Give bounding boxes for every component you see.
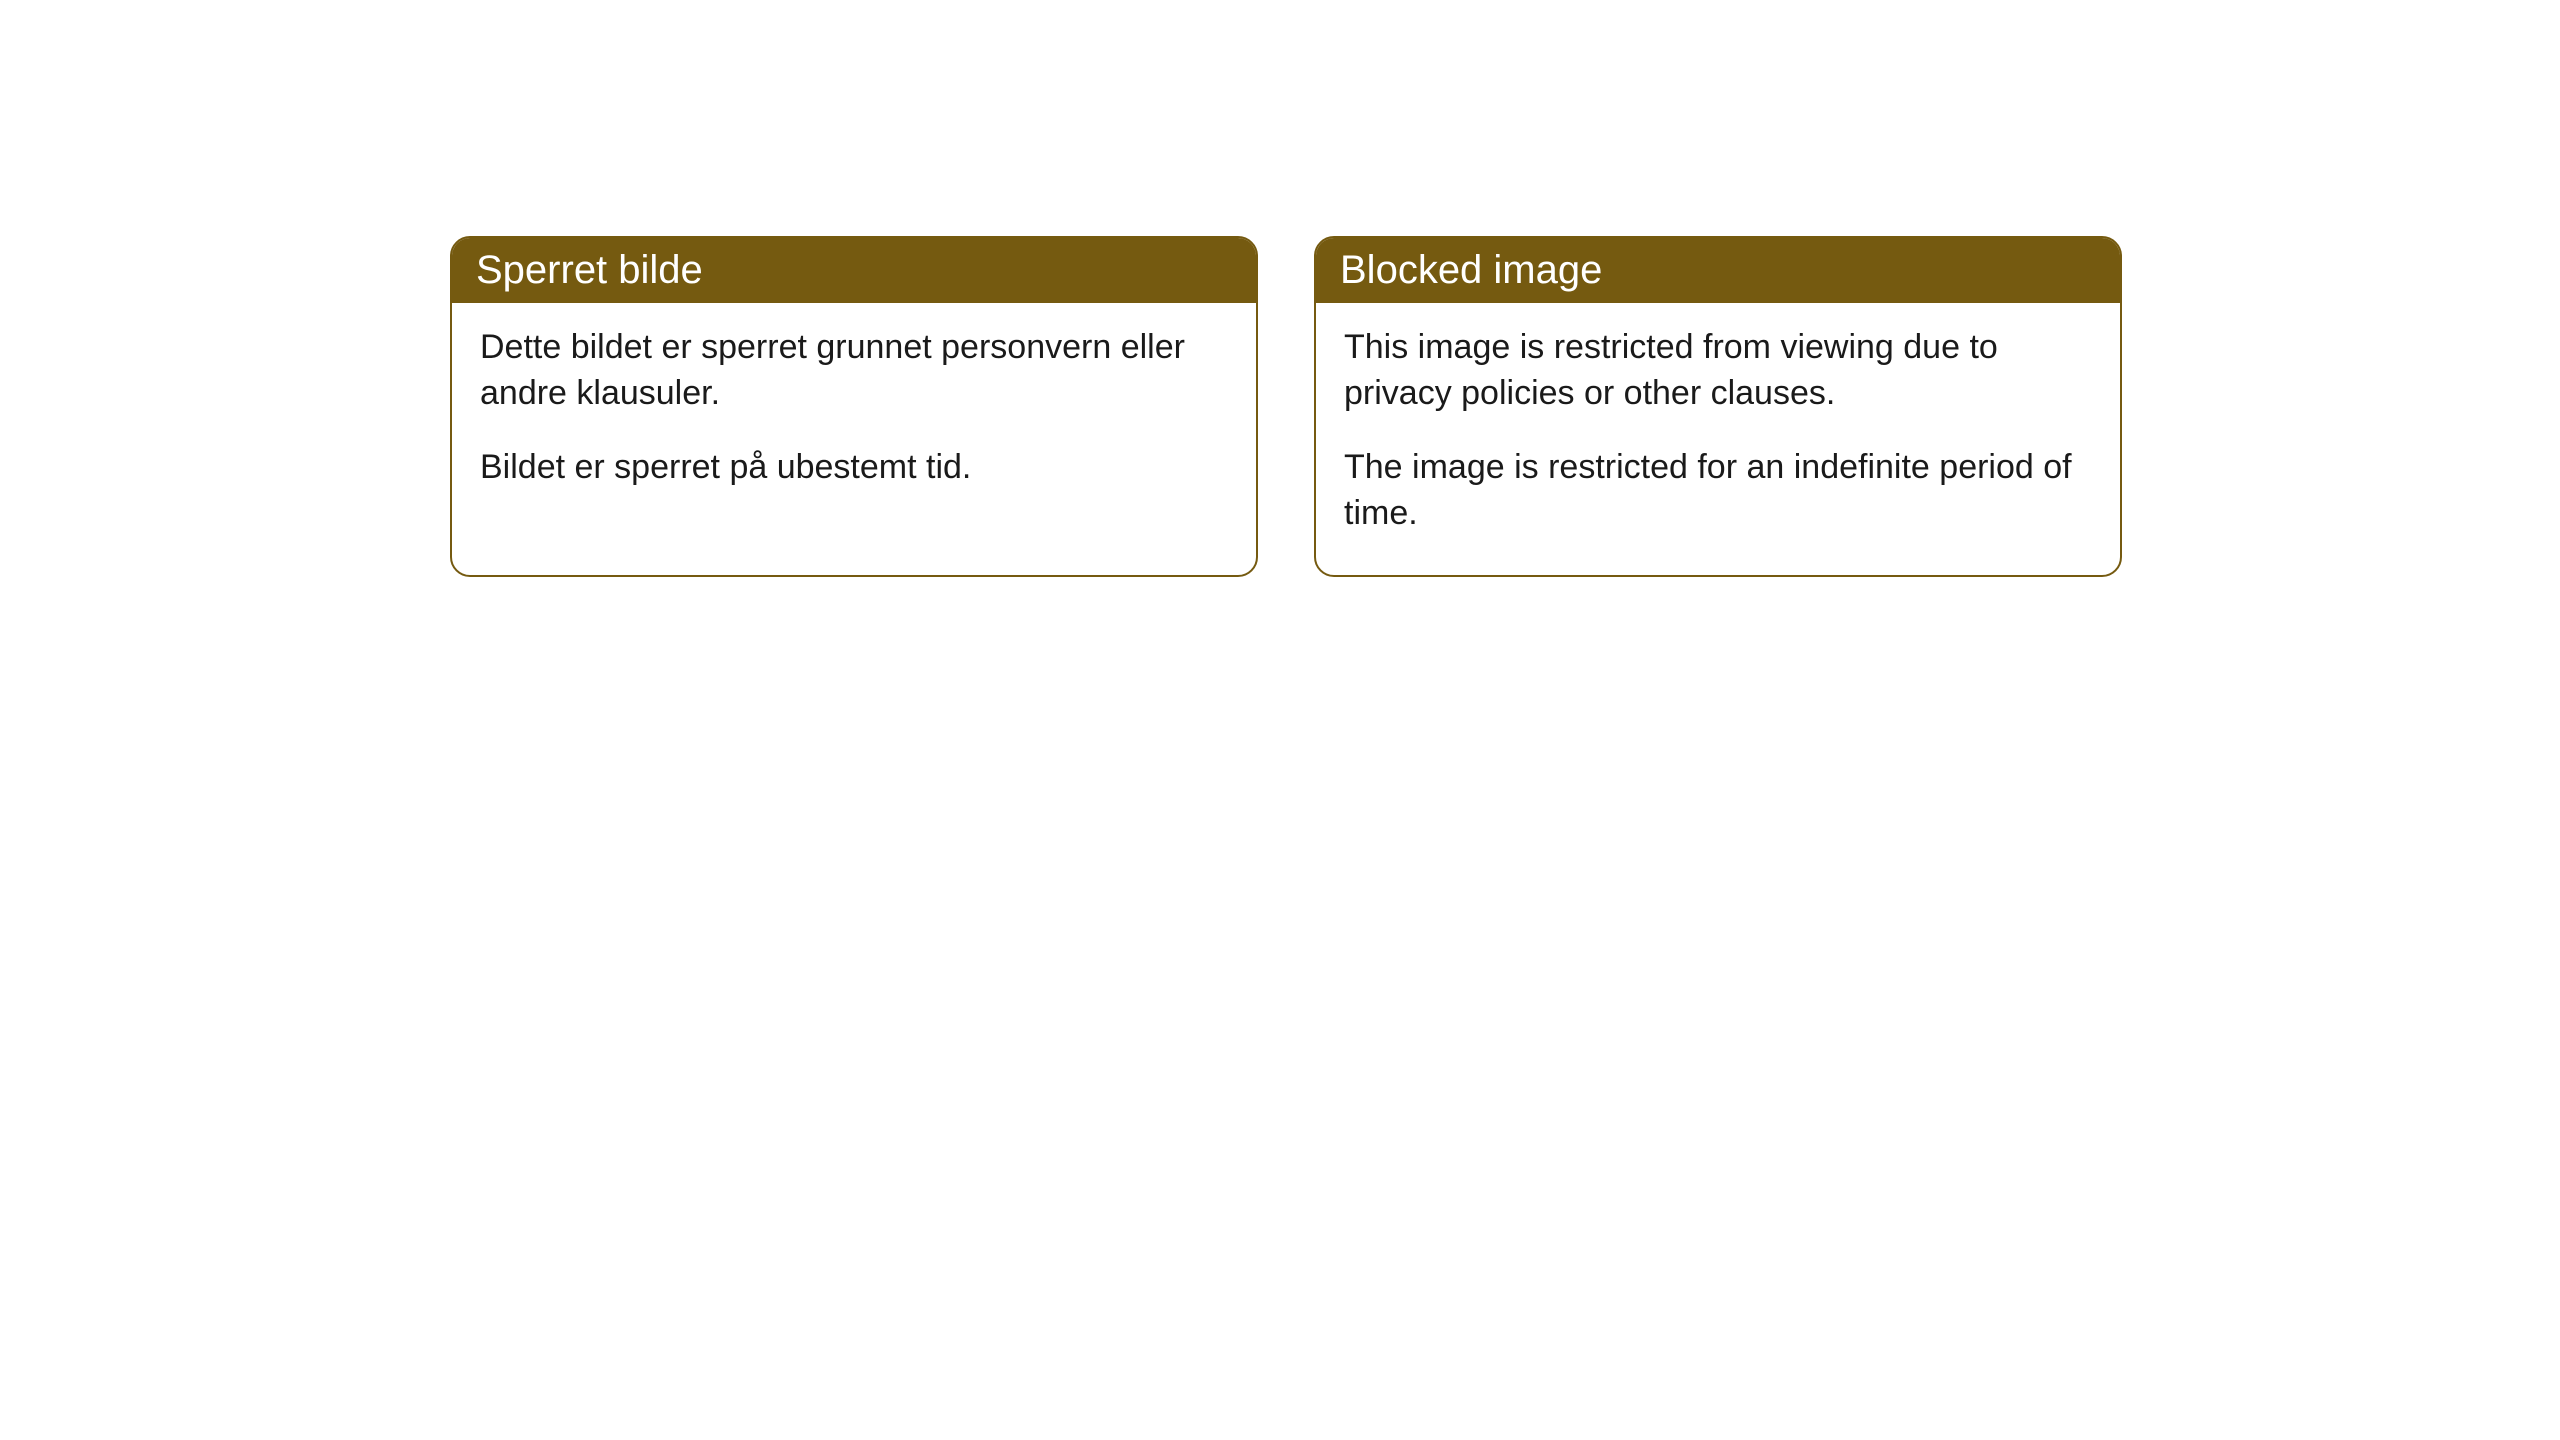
card-paragraph-2-english: The image is restricted for an indefinit… [1344,445,2092,537]
card-header-norwegian: Sperret bilde [452,238,1256,303]
blocked-image-card-english: Blocked image This image is restricted f… [1314,236,2122,577]
blocked-image-card-norwegian: Sperret bilde Dette bildet er sperret gr… [450,236,1258,577]
card-paragraph-2-norwegian: Bildet er sperret på ubestemt tid. [480,445,1228,491]
card-body-norwegian: Dette bildet er sperret grunnet personve… [452,303,1256,529]
card-header-english: Blocked image [1316,238,2120,303]
card-body-english: This image is restricted from viewing du… [1316,303,2120,575]
card-paragraph-1-english: This image is restricted from viewing du… [1344,325,2092,417]
notice-cards-container: Sperret bilde Dette bildet er sperret gr… [450,236,2122,577]
card-paragraph-1-norwegian: Dette bildet er sperret grunnet personve… [480,325,1228,417]
